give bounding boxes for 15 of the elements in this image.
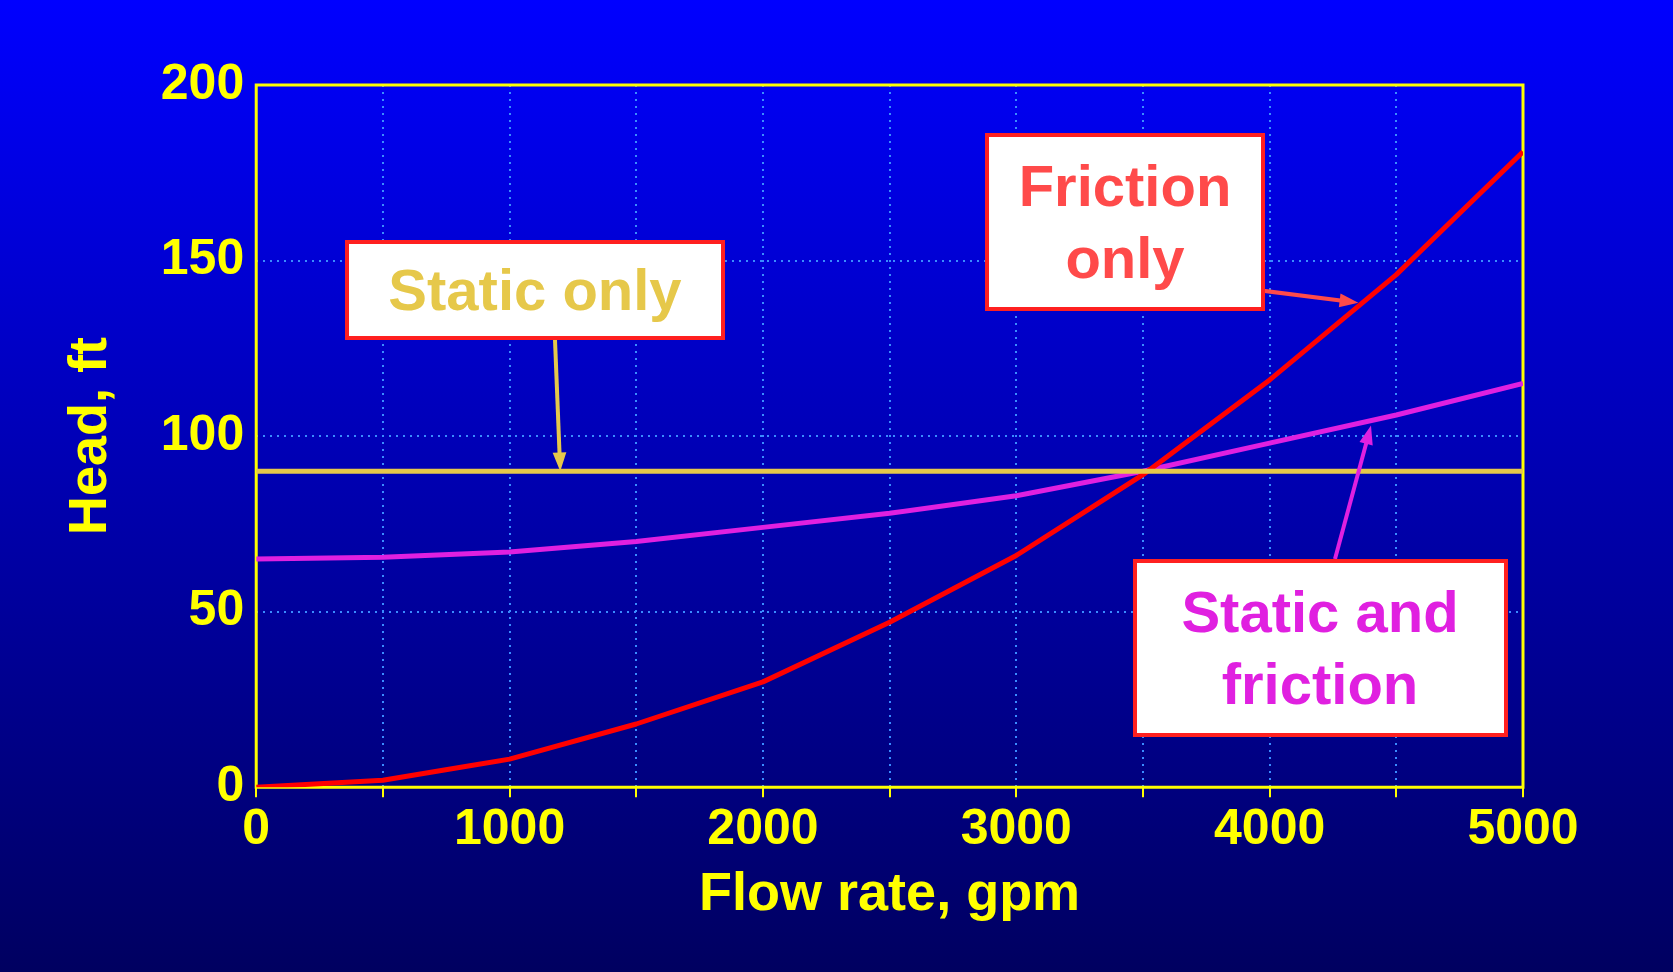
x-tick-label: 2000 xyxy=(707,798,819,855)
y-tick-label: 50 xyxy=(188,580,245,637)
x-tick-label: 1000 xyxy=(453,798,566,855)
x-tick-label: 3000 xyxy=(960,798,1072,855)
y-tick-label: 150 xyxy=(160,229,245,286)
y-axis-title: Head, ft xyxy=(57,337,118,536)
y-tick-label: 100 xyxy=(160,404,245,461)
annotation: Static and friction xyxy=(1180,578,1460,718)
annotation: Friction only xyxy=(1017,152,1233,292)
x-tick-label: 4000 xyxy=(1214,798,1326,855)
x-tick-label: 5000 xyxy=(1467,798,1579,855)
y-tick-label: 0 xyxy=(216,755,245,812)
x-axis-title: Flow rate, gpm xyxy=(699,861,1081,922)
annotation: Static only xyxy=(387,256,683,324)
y-tick-label: 200 xyxy=(160,53,245,110)
